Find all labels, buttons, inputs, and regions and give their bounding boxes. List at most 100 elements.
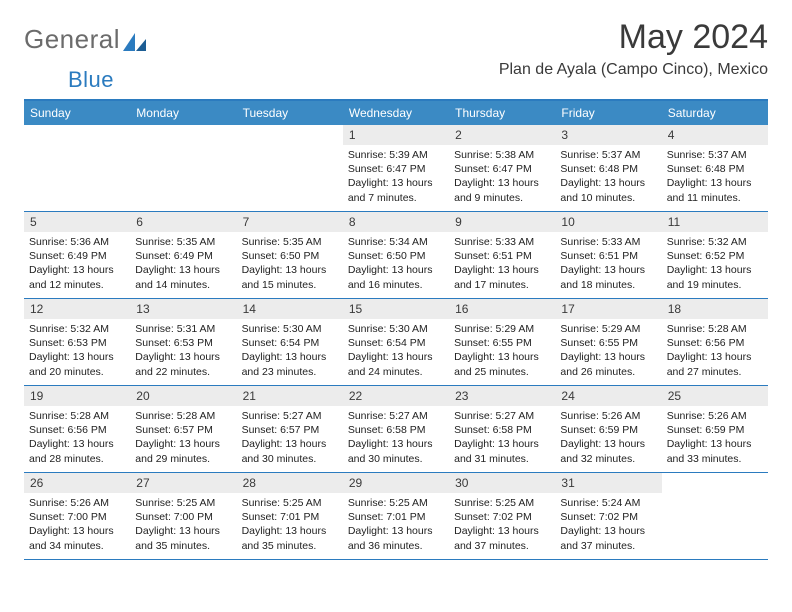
day-line: Sunrise: 5:35 AM: [135, 235, 231, 249]
day-line: Sunset: 7:01 PM: [242, 510, 338, 524]
day-cell: 11Sunrise: 5:32 AMSunset: 6:52 PMDayligh…: [662, 212, 768, 298]
day-body: Sunrise: 5:34 AMSunset: 6:50 PMDaylight:…: [343, 232, 449, 297]
day-body: Sunrise: 5:27 AMSunset: 6:58 PMDaylight:…: [343, 406, 449, 471]
calendar: Sunday Monday Tuesday Wednesday Thursday…: [24, 99, 768, 560]
day-line: and 34 minutes.: [29, 539, 125, 553]
day-line: and 12 minutes.: [29, 278, 125, 292]
day-line: Sunrise: 5:26 AM: [29, 496, 125, 510]
day-line: Sunset: 6:56 PM: [29, 423, 125, 437]
day-body: Sunrise: 5:27 AMSunset: 6:57 PMDaylight:…: [237, 406, 343, 471]
day-body: Sunrise: 5:30 AMSunset: 6:54 PMDaylight:…: [237, 319, 343, 384]
day-body: Sunrise: 5:26 AMSunset: 6:59 PMDaylight:…: [662, 406, 768, 471]
day-line: Sunset: 6:47 PM: [348, 162, 444, 176]
day-body: Sunrise: 5:37 AMSunset: 6:48 PMDaylight:…: [555, 145, 661, 210]
day-line: and 30 minutes.: [242, 452, 338, 466]
day-cell: 1Sunrise: 5:39 AMSunset: 6:47 PMDaylight…: [343, 125, 449, 211]
day-line: Sunrise: 5:31 AM: [135, 322, 231, 336]
day-body: Sunrise: 5:29 AMSunset: 6:55 PMDaylight:…: [449, 319, 555, 384]
day-line: Sunset: 6:58 PM: [348, 423, 444, 437]
day-line: Daylight: 13 hours: [454, 263, 550, 277]
day-number: 11: [662, 212, 768, 232]
day-body: Sunrise: 5:28 AMSunset: 6:56 PMDaylight:…: [662, 319, 768, 384]
day-line: and 18 minutes.: [560, 278, 656, 292]
day-line: Sunset: 6:59 PM: [667, 423, 763, 437]
day-cell: [24, 125, 130, 211]
day-body: Sunrise: 5:25 AMSunset: 7:00 PMDaylight:…: [130, 493, 236, 558]
day-cell: 22Sunrise: 5:27 AMSunset: 6:58 PMDayligh…: [343, 386, 449, 472]
day-line: Daylight: 13 hours: [135, 350, 231, 364]
day-line: and 37 minutes.: [560, 539, 656, 553]
day-line: and 7 minutes.: [348, 191, 444, 205]
day-line: Daylight: 13 hours: [348, 437, 444, 451]
day-cell: 6Sunrise: 5:35 AMSunset: 6:49 PMDaylight…: [130, 212, 236, 298]
day-line: Daylight: 13 hours: [135, 524, 231, 538]
day-number: 5: [24, 212, 130, 232]
day-line: Sunrise: 5:34 AM: [348, 235, 444, 249]
day-line: Daylight: 13 hours: [135, 263, 231, 277]
day-line: Daylight: 13 hours: [135, 437, 231, 451]
day-line: Sunrise: 5:35 AM: [242, 235, 338, 249]
day-line: and 16 minutes.: [348, 278, 444, 292]
day-number: 16: [449, 299, 555, 319]
day-line: and 35 minutes.: [242, 539, 338, 553]
day-line: and 19 minutes.: [667, 278, 763, 292]
day-body: Sunrise: 5:37 AMSunset: 6:48 PMDaylight:…: [662, 145, 768, 210]
day-number: 14: [237, 299, 343, 319]
day-body: Sunrise: 5:33 AMSunset: 6:51 PMDaylight:…: [555, 232, 661, 297]
day-line: Daylight: 13 hours: [560, 524, 656, 538]
day-body: Sunrise: 5:29 AMSunset: 6:55 PMDaylight:…: [555, 319, 661, 384]
day-line: Daylight: 13 hours: [667, 263, 763, 277]
day-number: 26: [24, 473, 130, 493]
day-line: Daylight: 13 hours: [348, 350, 444, 364]
day-number: 12: [24, 299, 130, 319]
day-line: Sunset: 7:00 PM: [29, 510, 125, 524]
day-line: Daylight: 13 hours: [29, 437, 125, 451]
day-cell: 24Sunrise: 5:26 AMSunset: 6:59 PMDayligh…: [555, 386, 661, 472]
day-line: Sunrise: 5:26 AM: [667, 409, 763, 423]
day-number: 9: [449, 212, 555, 232]
day-line: and 10 minutes.: [560, 191, 656, 205]
day-number: 31: [555, 473, 661, 493]
day-line: Daylight: 13 hours: [242, 263, 338, 277]
day-line: Sunrise: 5:32 AM: [667, 235, 763, 249]
day-number: 15: [343, 299, 449, 319]
day-line: Sunset: 6:54 PM: [348, 336, 444, 350]
day-line: Daylight: 13 hours: [242, 437, 338, 451]
day-line: Sunset: 6:55 PM: [454, 336, 550, 350]
day-body: Sunrise: 5:25 AMSunset: 7:01 PMDaylight:…: [237, 493, 343, 558]
day-number: 10: [555, 212, 661, 232]
day-number: 27: [130, 473, 236, 493]
day-cell: 18Sunrise: 5:28 AMSunset: 6:56 PMDayligh…: [662, 299, 768, 385]
day-cell: 23Sunrise: 5:27 AMSunset: 6:58 PMDayligh…: [449, 386, 555, 472]
day-cell: [237, 125, 343, 211]
day-cell: 31Sunrise: 5:24 AMSunset: 7:02 PMDayligh…: [555, 473, 661, 559]
day-line: Sunrise: 5:33 AM: [560, 235, 656, 249]
day-line: and 24 minutes.: [348, 365, 444, 379]
day-body: Sunrise: 5:39 AMSunset: 6:47 PMDaylight:…: [343, 145, 449, 210]
day-cell: 28Sunrise: 5:25 AMSunset: 7:01 PMDayligh…: [237, 473, 343, 559]
day-line: and 30 minutes.: [348, 452, 444, 466]
day-body: Sunrise: 5:35 AMSunset: 6:49 PMDaylight:…: [130, 232, 236, 297]
day-body: Sunrise: 5:25 AMSunset: 7:02 PMDaylight:…: [449, 493, 555, 558]
day-line: Sunrise: 5:32 AM: [29, 322, 125, 336]
day-body: Sunrise: 5:32 AMSunset: 6:52 PMDaylight:…: [662, 232, 768, 297]
day-line: Daylight: 13 hours: [667, 350, 763, 364]
day-line: and 37 minutes.: [454, 539, 550, 553]
week-row: 19Sunrise: 5:28 AMSunset: 6:56 PMDayligh…: [24, 386, 768, 473]
day-body: Sunrise: 5:30 AMSunset: 6:54 PMDaylight:…: [343, 319, 449, 384]
day-line: and 11 minutes.: [667, 191, 763, 205]
day-cell: 16Sunrise: 5:29 AMSunset: 6:55 PMDayligh…: [449, 299, 555, 385]
day-line: and 28 minutes.: [29, 452, 125, 466]
day-number: 28: [237, 473, 343, 493]
day-line: Sunrise: 5:25 AM: [135, 496, 231, 510]
day-number: 24: [555, 386, 661, 406]
dow-wed: Wednesday: [343, 101, 449, 125]
dow-sat: Saturday: [662, 101, 768, 125]
day-line: Sunset: 7:01 PM: [348, 510, 444, 524]
day-cell: 10Sunrise: 5:33 AMSunset: 6:51 PMDayligh…: [555, 212, 661, 298]
day-cell: 29Sunrise: 5:25 AMSunset: 7:01 PMDayligh…: [343, 473, 449, 559]
day-body: Sunrise: 5:26 AMSunset: 7:00 PMDaylight:…: [24, 493, 130, 558]
day-line: Daylight: 13 hours: [560, 350, 656, 364]
dow-sun: Sunday: [24, 101, 130, 125]
day-line: Sunset: 6:57 PM: [135, 423, 231, 437]
